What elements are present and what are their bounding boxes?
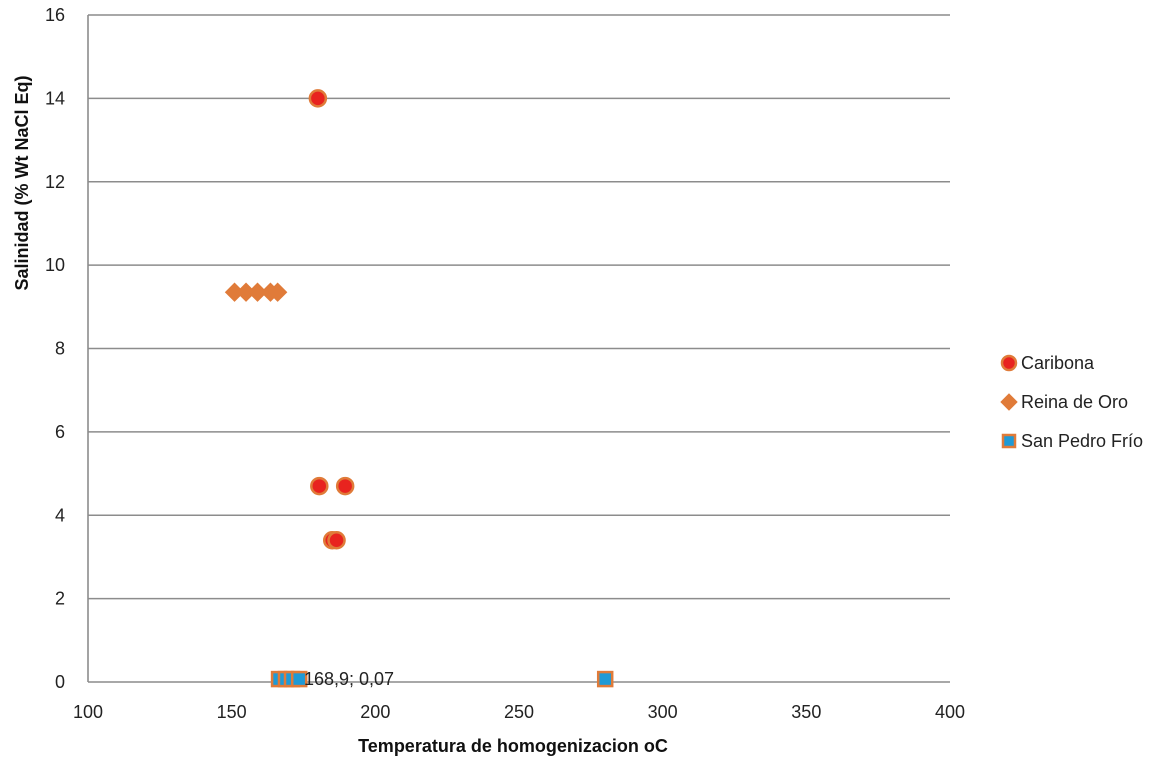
x-tick-label: 300 — [648, 702, 678, 722]
annotations: 168,9; 0,07 — [304, 669, 394, 689]
legend-label-reina-de-oro: Reina de Oro — [1021, 392, 1128, 412]
y-axis-title: Salinidad (% Wt NaCl Eq) — [12, 75, 32, 290]
y-tick-label: 14 — [45, 88, 65, 108]
x-tick-label: 200 — [360, 702, 390, 722]
point-san-pedro-fr-o — [596, 670, 614, 688]
legend: Caribona Reina de Oro San Pedro Frío — [1000, 353, 1143, 451]
x-axis-title: Temperatura de homogenizacion oC — [358, 736, 668, 756]
legend-marker-caribona — [1000, 354, 1018, 372]
y-tick-label: 16 — [45, 5, 65, 25]
y-tick-label: 0 — [55, 672, 65, 692]
y-tick-label: 2 — [55, 589, 65, 609]
point-san-pedro-fr-o — [290, 670, 308, 688]
x-tick-label: 250 — [504, 702, 534, 722]
point-caribona — [308, 89, 328, 108]
x-tick-label: 400 — [935, 702, 965, 722]
x-tick-labels: 100 150 200 250 300 350 400 — [73, 702, 965, 722]
y-tick-label: 4 — [55, 505, 65, 525]
point-reina-de-oro — [247, 282, 268, 302]
y-tick-label: 10 — [45, 255, 65, 275]
legend-label-san-pedro-fr-o: San Pedro Frío — [1021, 431, 1143, 451]
y-tick-label: 8 — [55, 339, 65, 359]
gridlines — [87, 14, 950, 683]
point-caribona — [335, 476, 355, 496]
y-tick-labels: 0 2 4 6 8 10 12 14 16 — [45, 5, 65, 692]
legend-marker-san-pedro-fr-o — [1001, 433, 1017, 449]
point-caribona — [310, 476, 329, 496]
legend-marker-reina-de-oro — [1000, 393, 1018, 411]
y-tick-label: 6 — [55, 422, 65, 442]
x-tick-label: 150 — [217, 702, 247, 722]
data-points — [224, 89, 614, 688]
data-label: 168,9; 0,07 — [304, 669, 394, 689]
point-caribona — [327, 531, 346, 550]
x-tick-label: 350 — [791, 702, 821, 722]
legend-label-caribona: Caribona — [1021, 353, 1095, 373]
y-tick-label: 12 — [45, 172, 65, 192]
point-reina-de-oro — [267, 282, 288, 302]
x-tick-label: 100 — [73, 702, 103, 722]
